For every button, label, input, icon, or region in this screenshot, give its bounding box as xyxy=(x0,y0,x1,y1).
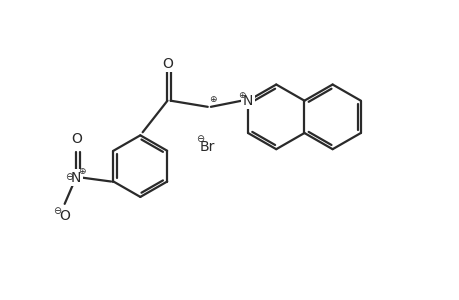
Text: O: O xyxy=(71,132,82,146)
Text: ⊖: ⊖ xyxy=(65,172,73,182)
Text: ⊖: ⊖ xyxy=(53,206,61,216)
Text: ⊖: ⊖ xyxy=(196,134,204,144)
Text: N: N xyxy=(71,171,81,185)
Text: O: O xyxy=(59,209,70,223)
Text: Br: Br xyxy=(200,140,215,154)
Text: ⊕: ⊕ xyxy=(238,91,245,100)
Text: O: O xyxy=(162,57,173,71)
Text: ⊕: ⊕ xyxy=(208,94,216,103)
Text: ⊕: ⊕ xyxy=(78,167,85,176)
Text: N: N xyxy=(242,94,253,108)
